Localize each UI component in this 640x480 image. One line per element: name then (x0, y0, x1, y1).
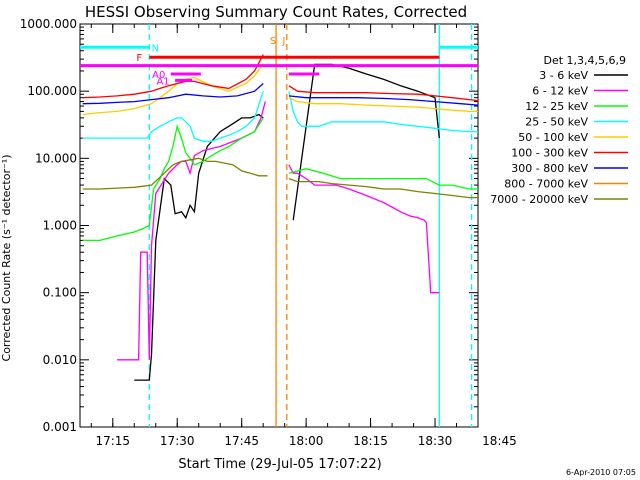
legend-label-7: 800 - 7000 keV (504, 178, 588, 191)
plot-layer: 1000.000 100.000 10.000 1.000 0.100 0.010 0.00… (20, 17, 517, 448)
series-line-3 (82, 91, 478, 142)
series-line-0 (134, 63, 440, 381)
x-tick-label: 17:45 (224, 434, 259, 448)
legend-title: Det 1,3,4,5,6,9 (543, 54, 626, 67)
legend-label-4: 50 - 100 keV (518, 131, 588, 144)
x-tick-label: 18:00 (289, 434, 324, 448)
series-line-6 (82, 83, 478, 106)
series-line-1 (117, 101, 440, 361)
footer-timestamp: 6-Apr-2010 07:05 (566, 468, 636, 477)
y-tick-label: 100.000 (27, 84, 77, 98)
y-tick-label: 1000.000 (20, 17, 77, 31)
series-line-4 (82, 64, 478, 116)
interval-label: F (136, 53, 142, 64)
plot-frame (79, 23, 479, 428)
legend-label-6: 300 - 800 keV (511, 162, 588, 175)
y-tick-label: 10.000 (35, 151, 77, 165)
chart-title: HESSI Observing Summary Count Rates, Cor… (85, 3, 467, 21)
interval-label: A0 (152, 70, 165, 81)
interval-label: N (152, 43, 159, 54)
legend-label-2: 12 - 25 keV (525, 100, 588, 113)
legend-label-8: 7000 - 20000 keV (490, 193, 588, 206)
legend-label-3: 25 - 50 keV (525, 116, 588, 129)
x-tick-label: 18:30 (418, 434, 453, 448)
legend-label-1: 6 - 12 keV (532, 85, 588, 98)
x-tick-label: 18:45 (482, 434, 517, 448)
interval-label: A1 (156, 76, 169, 87)
y-tick-label: 0.001 (43, 420, 77, 434)
x-axis-label: Start Time (29-Jul-05 17:07:22) (178, 457, 381, 472)
series-line-5 (82, 54, 478, 102)
x-tick-label: 17:15 (95, 434, 130, 448)
y-tick-label: 1.000 (43, 219, 77, 233)
legend-label-0: 3 - 6 keV (539, 69, 588, 82)
series-line-2 (82, 117, 478, 242)
event-vline-label: J (281, 36, 285, 47)
y-tick-label: 0.100 (43, 286, 77, 300)
legend-label-5: 100 - 300 keV (511, 147, 588, 160)
y-tick-label: 0.010 (43, 353, 77, 367)
series-line-8 (82, 157, 478, 199)
y-axis-label: Corrected Count Rate (s⁻¹ detector⁻¹) (0, 155, 13, 362)
x-tick-label: 17:30 (160, 434, 195, 448)
event-vline-label: S (270, 36, 276, 47)
legend: 3 - 6 keV 6 - 12 keV 12 - 25 keV 25 - 50 ke… (490, 69, 628, 206)
x-tick-label: 18:15 (353, 434, 388, 448)
